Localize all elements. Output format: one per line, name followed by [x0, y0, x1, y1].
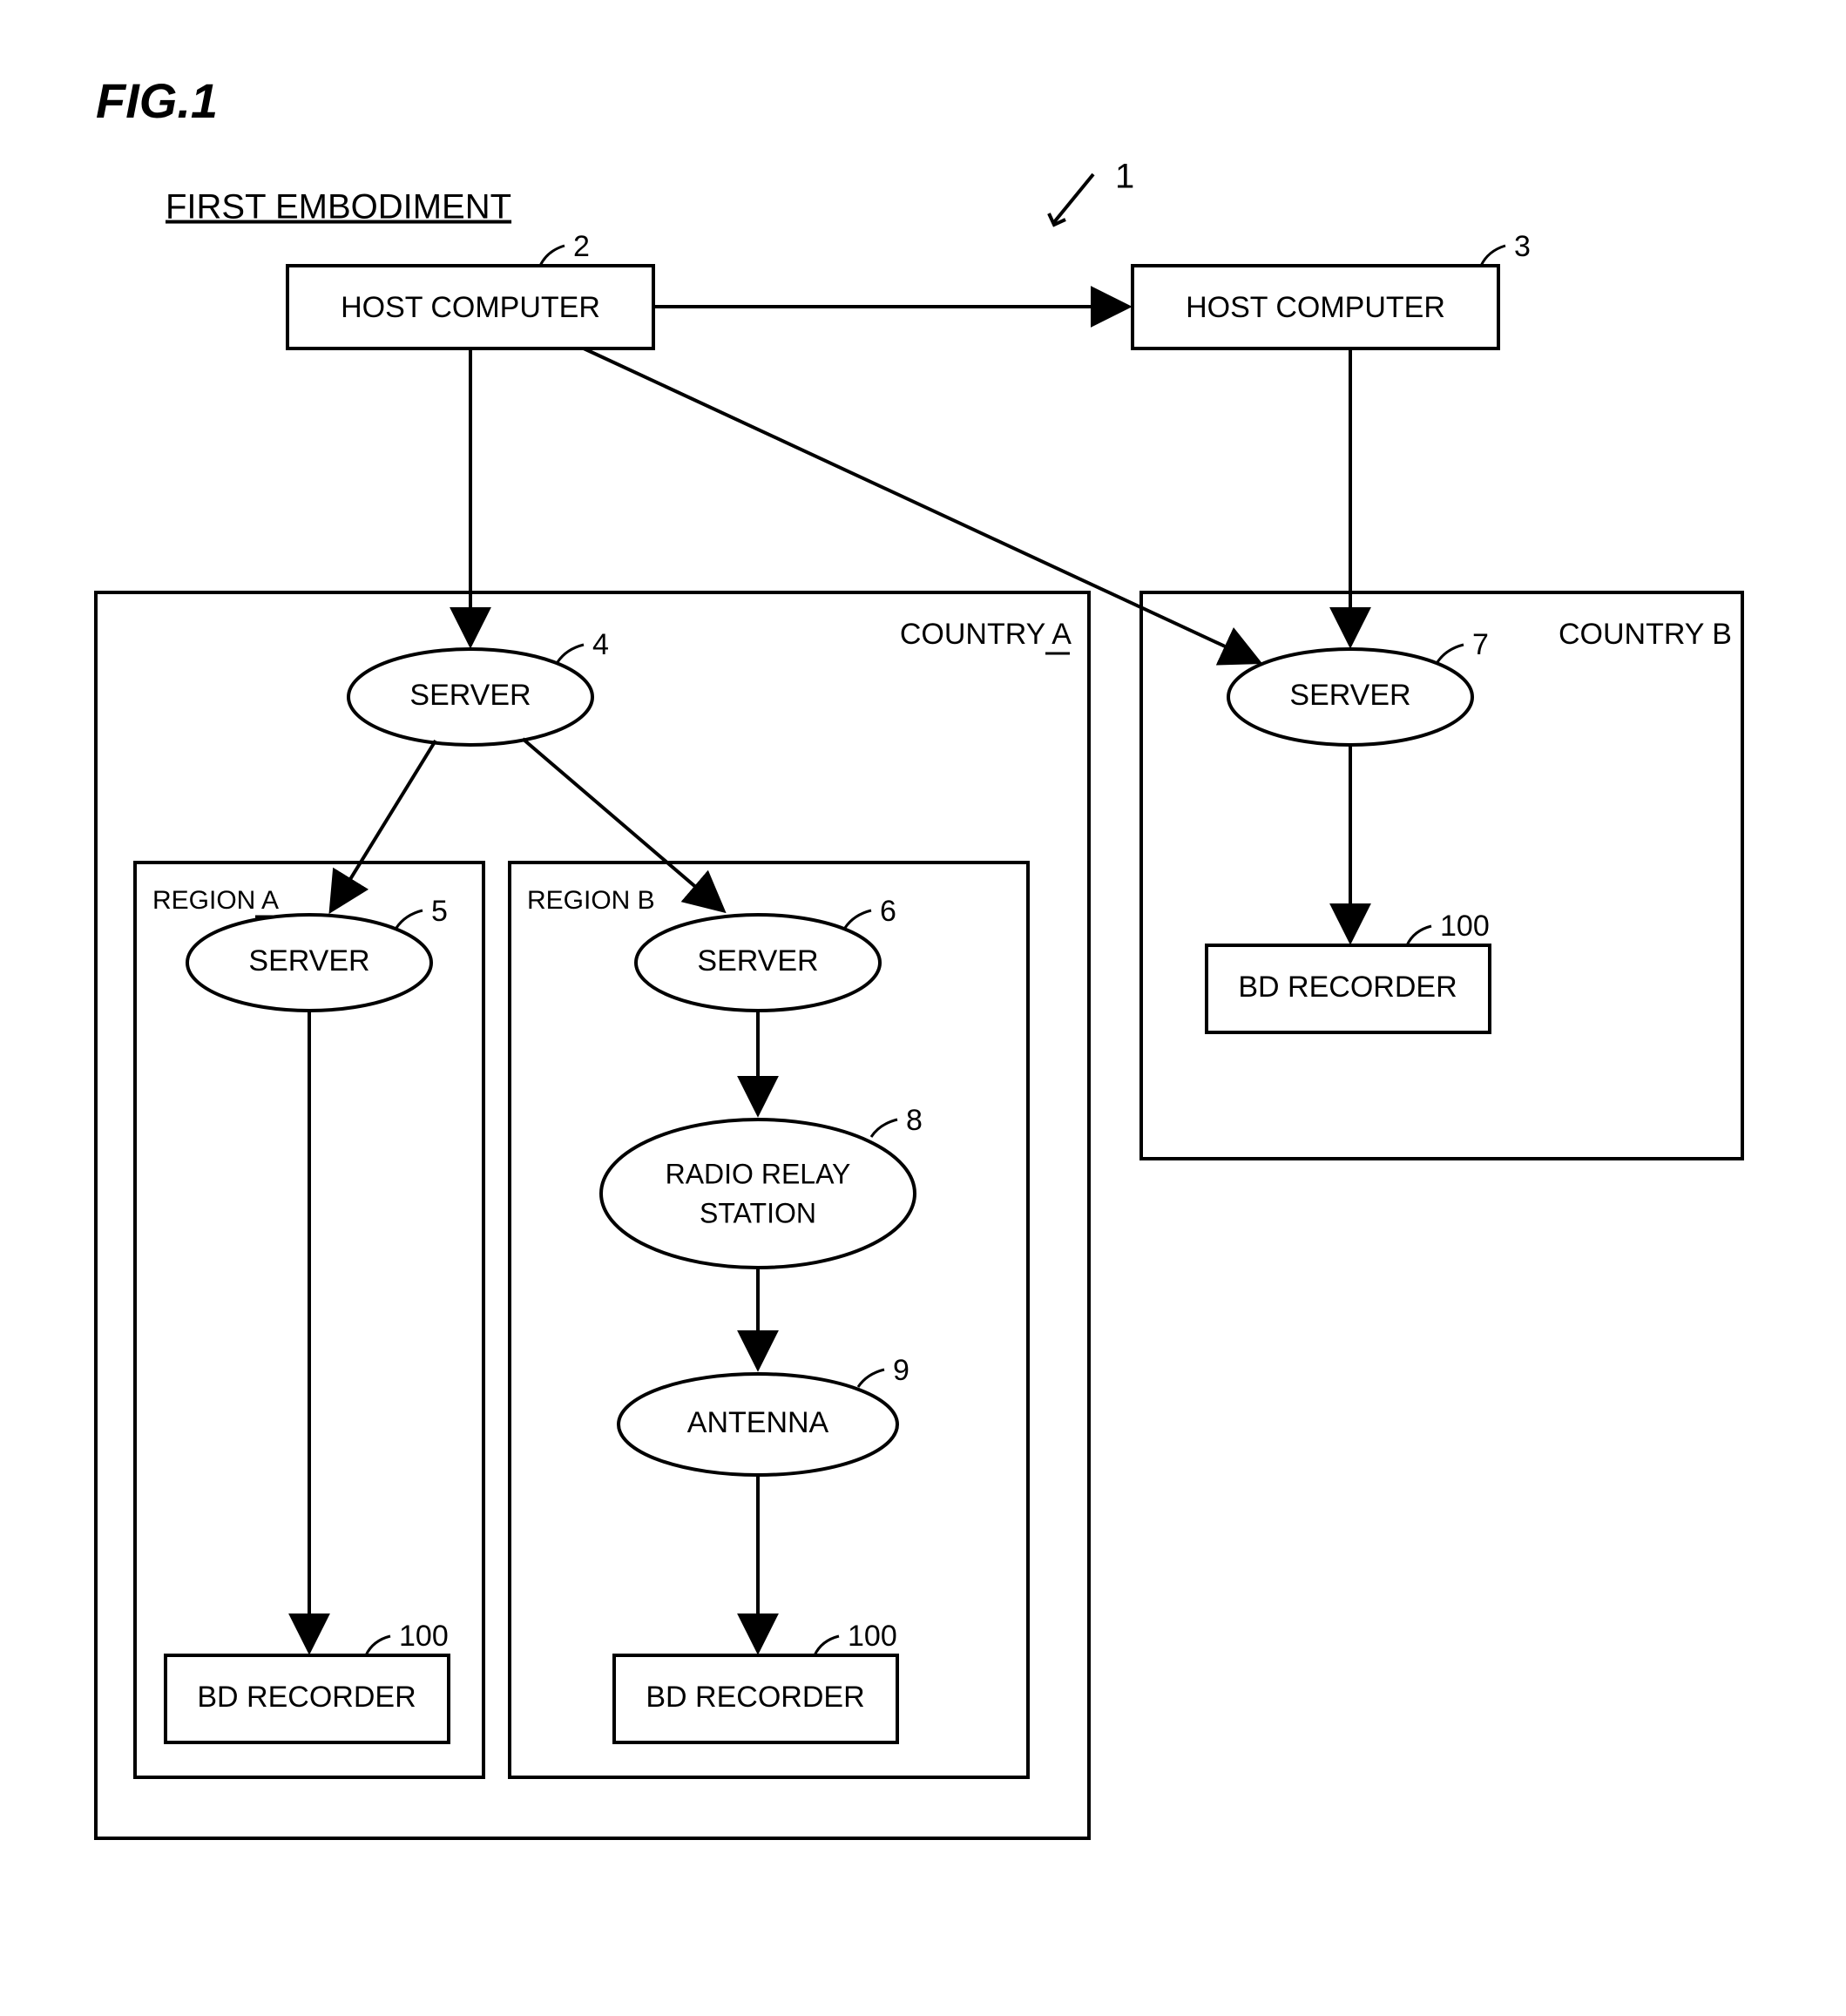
bd-recorder-c: BD RECORDER 100 — [1207, 910, 1490, 1032]
svg-text:REGION B: REGION B — [527, 886, 655, 915]
svg-text:ANTENNA: ANTENNA — [687, 1406, 829, 1439]
svg-text:100: 100 — [399, 1620, 449, 1653]
host-computer-3: HOST COMPUTER 3 — [1133, 230, 1531, 348]
svg-text:8: 8 — [906, 1104, 923, 1137]
svg-text:STATION: STATION — [700, 1197, 816, 1228]
figure-subtitle: FIRST EMBODIMENT — [166, 188, 511, 227]
svg-text:COUNTRY A: COUNTRY A — [900, 618, 1072, 651]
svg-text:BD RECORDER: BD RECORDER — [1238, 971, 1457, 1004]
svg-text:6: 6 — [880, 895, 896, 928]
server-7: SERVER 7 — [1228, 628, 1489, 745]
bd-recorder-b: BD RECORDER 100 — [614, 1620, 897, 1742]
svg-text:5: 5 — [431, 895, 448, 928]
svg-text:2: 2 — [573, 230, 590, 263]
host-computer-2: HOST COMPUTER 2 — [287, 230, 653, 348]
svg-text:SERVER: SERVER — [248, 944, 369, 978]
server-4: SERVER 4 — [348, 628, 609, 745]
svg-text:HOST COMPUTER: HOST COMPUTER — [1186, 291, 1445, 324]
svg-text:9: 9 — [893, 1354, 909, 1387]
region-country-a: COUNTRY A — [96, 592, 1089, 1838]
svg-text:RADIO RELAY: RADIO RELAY — [666, 1158, 851, 1189]
bd-recorder-a: BD RECORDER 100 — [166, 1620, 449, 1742]
svg-text:SERVER: SERVER — [1289, 679, 1410, 712]
edge-host2-server7 — [584, 348, 1259, 662]
svg-text:SERVER: SERVER — [697, 944, 818, 978]
edge-server4-server6 — [523, 739, 723, 910]
region-country-b: COUNTRY B — [1141, 592, 1742, 1159]
radio-relay-station-8: RADIO RELAY STATION 8 — [601, 1104, 923, 1268]
svg-text:SERVER: SERVER — [409, 679, 531, 712]
svg-text:1: 1 — [1115, 158, 1134, 196]
svg-text:HOST COMPUTER: HOST COMPUTER — [341, 291, 600, 324]
svg-text:3: 3 — [1514, 230, 1531, 263]
svg-text:BD RECORDER: BD RECORDER — [646, 1681, 864, 1714]
system-ref-1: 1 — [1049, 158, 1134, 225]
svg-text:100: 100 — [1440, 910, 1490, 943]
figure-title: FIG.1 — [96, 73, 218, 128]
svg-text:4: 4 — [592, 628, 609, 661]
antenna-9: ANTENNA 9 — [619, 1354, 909, 1475]
server-6: SERVER 6 — [636, 895, 896, 1011]
svg-text:7: 7 — [1472, 628, 1489, 661]
svg-text:REGION A: REGION A — [152, 886, 279, 915]
svg-text:100: 100 — [848, 1620, 897, 1653]
svg-text:BD RECORDER: BD RECORDER — [197, 1681, 416, 1714]
edge-server4-server5 — [331, 741, 436, 910]
svg-text:COUNTRY B: COUNTRY B — [1559, 618, 1732, 651]
region-b: REGION B — [510, 863, 1028, 1777]
diagram-canvas: FIG.1 FIRST EMBODIMENT 1 HOST COMPUTER 2… — [0, 0, 1846, 2016]
